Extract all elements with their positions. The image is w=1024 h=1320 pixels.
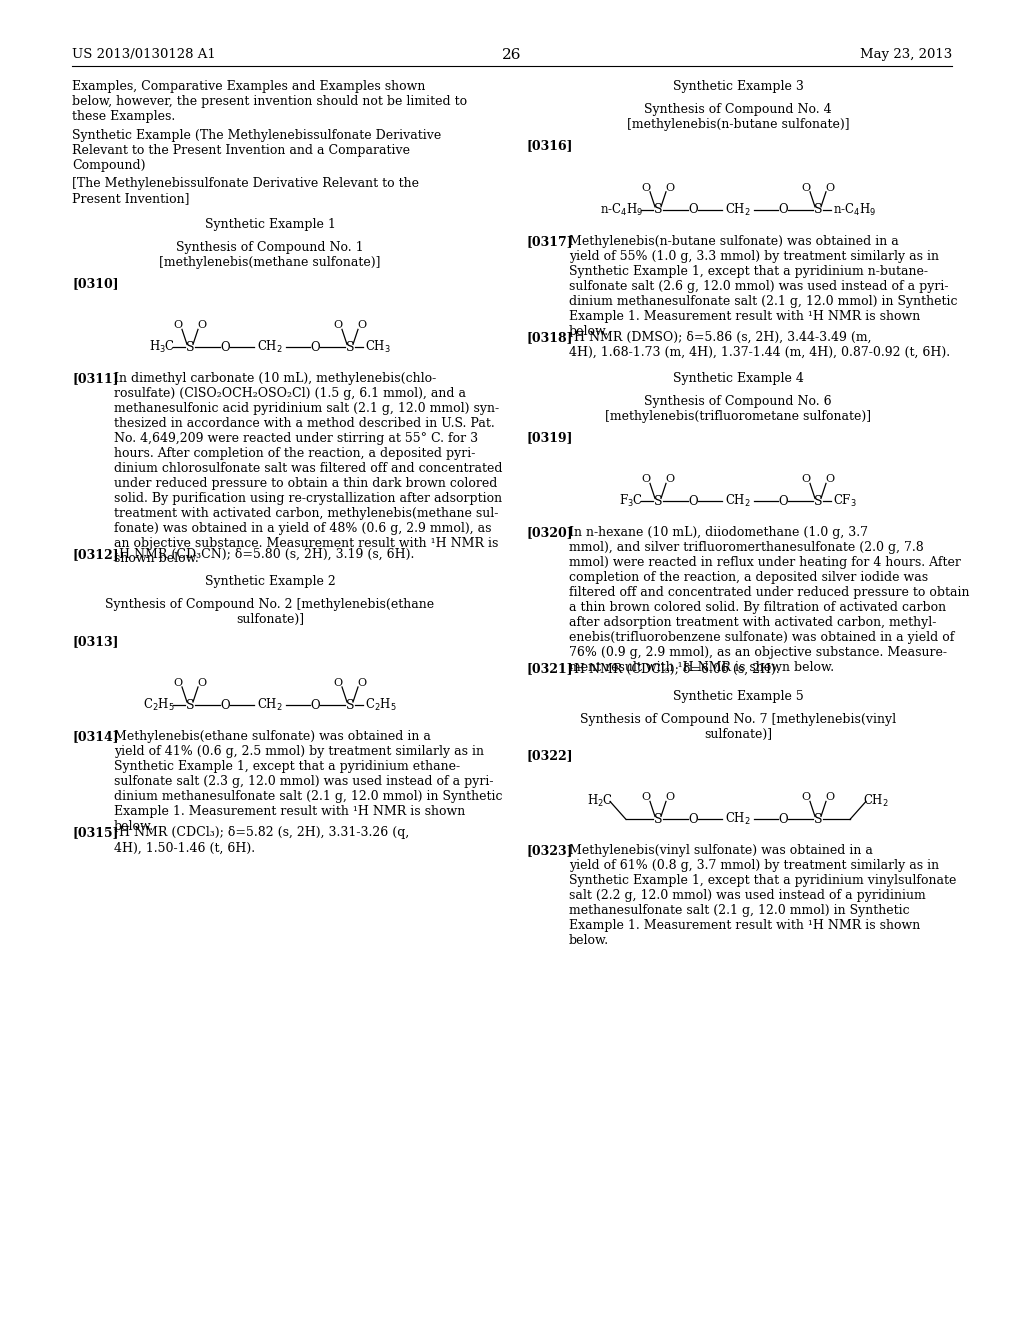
Text: Synthetic Example (The Methylenebissulfonate Derivative
Relevant to the Present : Synthetic Example (The Methylenebissulfo…: [72, 128, 441, 172]
Text: O: O: [357, 321, 367, 330]
Text: CH$_2$: CH$_2$: [725, 494, 751, 510]
Text: [0312]: [0312]: [72, 548, 119, 561]
Text: [0320]: [0320]: [527, 527, 573, 540]
Text: O: O: [666, 792, 675, 803]
Text: In n-hexane (10 mL), diiodomethane (1.0 g, 3.7
mmol), and silver trifluoromertha: In n-hexane (10 mL), diiodomethane (1.0 …: [569, 527, 970, 675]
Text: S: S: [814, 813, 822, 826]
Text: [0315]: [0315]: [72, 826, 119, 840]
Text: CF$_3$: CF$_3$: [833, 494, 857, 510]
Text: CH$_2$: CH$_2$: [257, 697, 283, 713]
Text: O: O: [220, 341, 229, 354]
Text: S: S: [814, 203, 822, 216]
Text: S: S: [653, 813, 663, 826]
Text: O: O: [198, 321, 207, 330]
Text: C$_2$H$_5$: C$_2$H$_5$: [143, 697, 175, 713]
Text: O: O: [310, 341, 319, 354]
Text: [0314]: [0314]: [72, 730, 119, 743]
Text: Synthesis of Compound No. 2 [methylenebis(ethane
sulfonate)]: Synthesis of Compound No. 2 [methylenebi…: [105, 598, 434, 627]
Text: [0313]: [0313]: [72, 635, 119, 648]
Text: Synthetic Example 5: Synthetic Example 5: [673, 689, 804, 702]
Text: O: O: [825, 182, 835, 193]
Text: ¹H NMR (CD₃CN); δ=5.80 (s, 2H), 3.19 (s, 6H).: ¹H NMR (CD₃CN); δ=5.80 (s, 2H), 3.19 (s,…: [114, 548, 415, 561]
Text: CH$_2$: CH$_2$: [863, 793, 889, 809]
Text: O: O: [825, 792, 835, 803]
Text: O: O: [198, 678, 207, 688]
Text: Synthetic Example 1: Synthetic Example 1: [205, 218, 336, 231]
Text: O: O: [802, 182, 811, 193]
Text: S: S: [185, 698, 195, 711]
Text: Synthesis of Compound No. 7 [methylenebis(vinyl
sulfonate)]: Synthesis of Compound No. 7 [methylenebi…: [580, 713, 896, 741]
Text: O: O: [778, 203, 787, 216]
Text: O: O: [334, 321, 343, 330]
Text: H$_2$C: H$_2$C: [587, 793, 613, 809]
Text: Synthetic Example 2: Synthetic Example 2: [205, 576, 336, 589]
Text: S: S: [185, 341, 195, 354]
Text: CH$_2$: CH$_2$: [725, 202, 751, 218]
Text: O: O: [334, 678, 343, 688]
Text: O: O: [688, 495, 697, 508]
Text: n-C$_4$H$_9$: n-C$_4$H$_9$: [600, 202, 643, 218]
Text: O: O: [641, 474, 650, 484]
Text: CH$_2$: CH$_2$: [725, 812, 751, 828]
Text: [0318]: [0318]: [527, 331, 573, 345]
Text: Synthesis of Compound No. 4
[methylenebis(n-butane sulfonate)]: Synthesis of Compound No. 4 [methylenebi…: [627, 103, 849, 131]
Text: O: O: [688, 813, 697, 826]
Text: F$_3$C: F$_3$C: [618, 494, 643, 510]
Text: C$_2$H$_5$: C$_2$H$_5$: [365, 697, 396, 713]
Text: O: O: [666, 474, 675, 484]
Text: O: O: [825, 474, 835, 484]
Text: [0317]: [0317]: [527, 235, 573, 248]
Text: [0310]: [0310]: [72, 277, 119, 290]
Text: In dimethyl carbonate (10 mL), methylenebis(chlo-
rosulfate) (ClSO₂OCH₂OSO₂Cl) (: In dimethyl carbonate (10 mL), methylene…: [114, 372, 503, 565]
Text: [The Methylenebissulfonate Derivative Relevant to the
Present Invention]: [The Methylenebissulfonate Derivative Re…: [72, 177, 419, 205]
Text: US 2013/0130128 A1: US 2013/0130128 A1: [72, 48, 216, 61]
Text: May 23, 2013: May 23, 2013: [860, 48, 952, 61]
Text: CH$_3$: CH$_3$: [365, 339, 391, 355]
Text: O: O: [802, 474, 811, 484]
Text: O: O: [778, 495, 787, 508]
Text: O: O: [173, 678, 182, 688]
Text: Synthetic Example 3: Synthetic Example 3: [673, 81, 804, 92]
Text: S: S: [653, 495, 663, 508]
Text: S: S: [346, 698, 354, 711]
Text: O: O: [357, 678, 367, 688]
Text: Synthesis of Compound No. 6
[methylenebis(trifluorometane sulfonate)]: Synthesis of Compound No. 6 [methylenebi…: [605, 395, 871, 422]
Text: Methylenebis(vinyl sulfonate) was obtained in a
yield of 61% (0.8 g, 3.7 mmol) b: Methylenebis(vinyl sulfonate) was obtain…: [569, 845, 956, 948]
Text: O: O: [688, 203, 697, 216]
Text: n-C$_4$H$_9$: n-C$_4$H$_9$: [833, 202, 877, 218]
Text: [0319]: [0319]: [527, 432, 573, 445]
Text: H$_3$C: H$_3$C: [148, 339, 175, 355]
Text: Examples, Comparative Examples and Examples shown
below, however, the present in: Examples, Comparative Examples and Examp…: [72, 81, 467, 123]
Text: O: O: [310, 698, 319, 711]
Text: [0316]: [0316]: [527, 140, 573, 153]
Text: O: O: [802, 792, 811, 803]
Text: O: O: [666, 182, 675, 193]
Text: S: S: [653, 203, 663, 216]
Text: S: S: [346, 341, 354, 354]
Text: Methylenebis(n-butane sulfonate) was obtained in a
yield of 55% (1.0 g, 3.3 mmol: Methylenebis(n-butane sulfonate) was obt…: [569, 235, 957, 338]
Text: [0322]: [0322]: [527, 750, 573, 762]
Text: CH$_2$: CH$_2$: [257, 339, 283, 355]
Text: ¹H NMR (CDCl₃); δ=6.06 (s, 2H).: ¹H NMR (CDCl₃); δ=6.06 (s, 2H).: [569, 663, 779, 676]
Text: O: O: [220, 698, 229, 711]
Text: [0311]: [0311]: [72, 372, 119, 385]
Text: O: O: [641, 792, 650, 803]
Text: O: O: [641, 182, 650, 193]
Text: [0321]: [0321]: [527, 663, 573, 676]
Text: Synthetic Example 4: Synthetic Example 4: [673, 372, 804, 384]
Text: Synthesis of Compound No. 1
[methylenebis(methane sulfonate)]: Synthesis of Compound No. 1 [methylenebi…: [160, 240, 381, 269]
Text: O: O: [778, 813, 787, 826]
Text: Methylenebis(ethane sulfonate) was obtained in a
yield of 41% (0.6 g, 2.5 mmol) : Methylenebis(ethane sulfonate) was obtai…: [114, 730, 503, 833]
Text: O: O: [173, 321, 182, 330]
Text: ¹H NMR (CDCl₃); δ=5.82 (s, 2H), 3.31-3.26 (q,
4H), 1.50-1.46 (t, 6H).: ¹H NMR (CDCl₃); δ=5.82 (s, 2H), 3.31-3.2…: [114, 826, 410, 854]
Text: 26: 26: [502, 48, 522, 62]
Text: [0323]: [0323]: [527, 845, 573, 858]
Text: S: S: [814, 495, 822, 508]
Text: ¹H NMR (DMSO); δ=5.86 (s, 2H), 3.44-3.49 (m,
4H), 1.68-1.73 (m, 4H), 1.37-1.44 (: ¹H NMR (DMSO); δ=5.86 (s, 2H), 3.44-3.49…: [569, 331, 950, 359]
